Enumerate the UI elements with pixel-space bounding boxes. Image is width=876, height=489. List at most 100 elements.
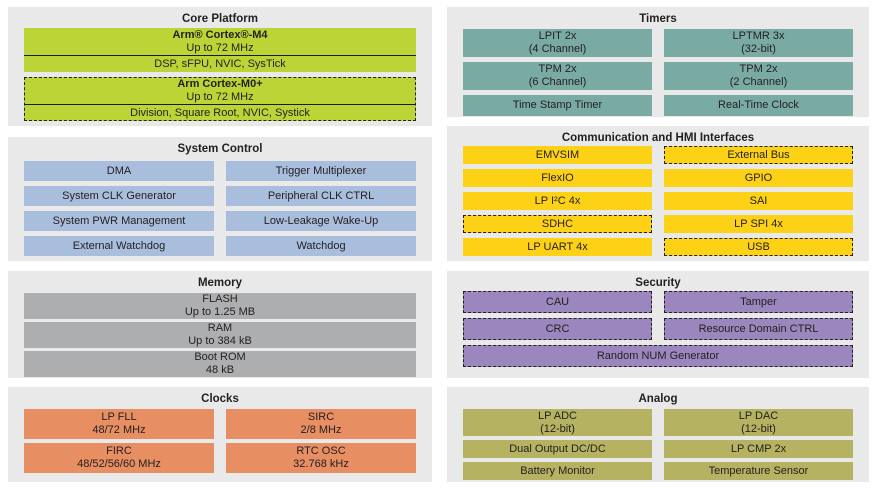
block-system-clk-generator: System CLK Generator [24, 186, 214, 206]
block-firc: FIRC 48/52/56/60 MHz [24, 443, 214, 473]
block-label: Boot ROM [194, 351, 246, 363]
block-lp-uart: LP UART 4x [463, 238, 652, 256]
section-core-platform: Core Platform Arm® Cortex®-M4 Up to 72 M… [8, 7, 432, 126]
block-sublabel: (2 Channel) [729, 76, 788, 88]
section-memory: Memory FLASH Up to 1.25 MB RAM Up to 384… [8, 271, 432, 378]
core-m0-subtitle: Up to 72 MHz [186, 91, 254, 103]
block-sublabel: (32-bit) [741, 43, 776, 55]
section-clocks: Clocks LP FLL 48/72 MHz SIRC 2/8 MHz FIR… [8, 387, 432, 482]
section-analog: Analog LP ADC (12-bit) LP DAC (12-bit) D… [447, 387, 869, 482]
block-lpit: LPIT 2x (4 Channel) [463, 29, 652, 57]
core-m0-title: Arm Cortex-M0+ [177, 78, 263, 90]
block-low-leakage-wake-up: Low-Leakage Wake-Up [226, 211, 416, 231]
block-lp-cmp: LP CMP 2x [664, 440, 853, 458]
section-communication-hmi: Communication and HMI Interfaces EMVSIM … [447, 126, 869, 261]
section-title-system-control: System Control [177, 143, 263, 155]
block-cau: CAU [463, 291, 652, 313]
block-sublabel: (4 Channel) [528, 43, 587, 55]
block-arm-cortex-m4: Arm® Cortex®-M4 Up to 72 MHz DSP, sFPU, … [24, 28, 416, 72]
security-grid: CAU Tamper CRC Resource Domain CTRL Rand… [447, 290, 869, 367]
block-rtc-osc: RTC OSC 32.768 kHz [226, 443, 416, 473]
core-m4-title: Arm® Cortex®-M4 [172, 28, 268, 41]
block-label: RAM [207, 322, 233, 334]
block-external-bus: External Bus [664, 146, 853, 164]
block-label: LPTMR 3x [732, 30, 785, 42]
comm-grid: EMVSIM External Bus FlexIO GPIO LP I²C 4… [447, 145, 869, 256]
block-label: TPM 2x [538, 63, 577, 75]
block-temperature-sensor: Temperature Sensor [664, 462, 853, 480]
block-sirc: SIRC 2/8 MHz [226, 409, 416, 439]
core-m4-subtitle: Up to 72 MHz [186, 41, 254, 54]
block-emvsim: EMVSIM [463, 146, 652, 164]
divider [24, 55, 416, 56]
section-title-clocks: Clocks [201, 393, 239, 405]
block-tpm-6ch: TPM 2x (6 Channel) [463, 62, 652, 90]
analog-grid: LP ADC (12-bit) LP DAC (12-bit) Dual Out… [447, 406, 869, 480]
block-resource-domain-ctrl: Resource Domain CTRL [664, 318, 853, 340]
section-title-timers: Timers [639, 13, 677, 25]
block-label: RTC OSC [296, 445, 346, 457]
section-title-security: Security [635, 277, 681, 289]
section-title-core-platform: Core Platform [181, 13, 259, 25]
block-lp-dac: LP DAC (12-bit) [664, 409, 853, 436]
block-sublabel: (6 Channel) [528, 76, 587, 88]
section-timers: Timers LPIT 2x (4 Channel) LPTMR 3x (32-… [447, 7, 869, 117]
section-system-control: System Control DMA Trigger Multiplexer S… [8, 137, 432, 261]
block-dma: DMA [24, 161, 214, 181]
block-sublabel: 48/72 MHz [92, 424, 146, 436]
block-system-pwr-management: System PWR Management [24, 211, 214, 231]
block-sublabel: Up to 1.25 MB [184, 306, 256, 318]
block-sublabel: 48/52/56/60 MHz [77, 458, 161, 470]
block-external-watchdog: External Watchdog [24, 236, 214, 256]
block-label: LP ADC [538, 409, 577, 422]
block-arm-cortex-m0plus: Arm Cortex-M0+ Up to 72 MHz Division, Sq… [24, 77, 416, 121]
core-m4-features: DSP, sFPU, NVIC, SysTick [154, 58, 286, 70]
block-real-time-clock: Real-Time Clock [664, 95, 853, 116]
block-time-stamp-timer: Time Stamp Timer [463, 95, 652, 116]
block-sai: SAI [664, 192, 853, 210]
system-control-grid: DMA Trigger Multiplexer System CLK Gener… [8, 156, 432, 256]
block-sdhc: SDHC [463, 215, 652, 233]
block-sublabel: (12-bit) [540, 422, 575, 435]
block-sublabel: 48 kB [205, 364, 235, 376]
core-m0-head: Arm Cortex-M0+ Up to 72 MHz [25, 78, 415, 104]
block-tpm-2ch: TPM 2x (2 Channel) [664, 62, 853, 90]
block-sublabel: 2/8 MHz [300, 424, 342, 436]
section-title-analog: Analog [638, 393, 678, 405]
block-usb: USB [664, 238, 853, 256]
block-label: TPM 2x [739, 63, 778, 75]
section-security: Security CAU Tamper CRC Resource Domain … [447, 271, 869, 378]
section-title-memory: Memory [197, 277, 243, 289]
block-label: LPIT 2x [538, 30, 577, 42]
block-lp-adc: LP ADC (12-bit) [463, 409, 652, 436]
core-m4-head: Arm® Cortex®-M4 Up to 72 MHz [24, 28, 416, 55]
block-label: FIRC [106, 445, 132, 457]
block-crc: CRC [463, 318, 652, 340]
block-tamper: Tamper [664, 291, 853, 313]
section-title-communication-hmi: Communication and HMI Interfaces [561, 132, 755, 144]
block-sublabel: (12-bit) [741, 422, 776, 435]
block-lp-spi: LP SPI 4x [664, 215, 853, 233]
block-dual-output-dcdc: Dual Output DC/DC [463, 440, 652, 458]
timers-grid: LPIT 2x (4 Channel) LPTMR 3x (32-bit) TP… [447, 26, 869, 116]
block-flash: FLASH Up to 1.25 MB [24, 293, 416, 319]
divider [25, 104, 415, 105]
block-random-num-generator: Random NUM Generator [463, 345, 853, 367]
block-ram: RAM Up to 384 kB [24, 322, 416, 348]
core-m0-features: Division, Square Root, NVIC, Systick [130, 106, 310, 119]
block-boot-rom: Boot ROM 48 kB [24, 351, 416, 377]
block-flexio: FlexIO [463, 169, 652, 187]
block-sublabel: Up to 384 kB [188, 335, 252, 347]
block-lp-i2c: LP I²C 4x [463, 192, 652, 210]
block-label: LP DAC [738, 409, 779, 422]
memory-grid: FLASH Up to 1.25 MB RAM Up to 384 kB Boo… [8, 290, 432, 377]
block-lptmr: LPTMR 3x (32-bit) [664, 29, 853, 57]
block-lp-fll: LP FLL 48/72 MHz [24, 409, 214, 439]
block-peripheral-clk-ctrl: Peripheral CLK CTRL [226, 186, 416, 206]
block-label: SIRC [307, 411, 335, 423]
block-battery-monitor: Battery Monitor [463, 462, 652, 480]
clocks-grid: LP FLL 48/72 MHz SIRC 2/8 MHz FIRC 48/52… [8, 406, 432, 473]
core-blocks: Arm® Cortex®-M4 Up to 72 MHz DSP, sFPU, … [8, 26, 432, 121]
block-watchdog: Watchdog [226, 236, 416, 256]
